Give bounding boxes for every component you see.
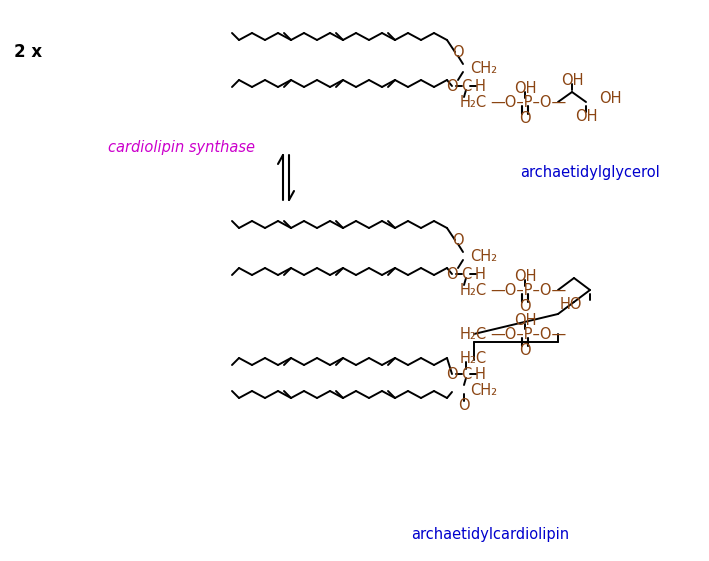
Text: H: H [474, 266, 486, 282]
Text: O: O [519, 343, 531, 357]
Text: C: C [461, 79, 471, 94]
Text: C: C [461, 266, 471, 282]
Text: cardiolipin synthase: cardiolipin synthase [108, 140, 255, 154]
Text: H₂C: H₂C [460, 327, 487, 342]
Text: —O–P–O—: —O–P–O— [490, 283, 566, 297]
Text: H₂C: H₂C [460, 94, 487, 109]
Text: H: H [474, 79, 486, 94]
Text: O: O [452, 44, 464, 59]
Text: CH₂: CH₂ [470, 249, 497, 264]
Text: CH₂: CH₂ [470, 383, 497, 398]
Text: OH: OH [575, 108, 597, 123]
Text: OH: OH [514, 269, 536, 283]
Text: H₂C: H₂C [460, 283, 487, 297]
Text: archaetidylcardiolipin: archaetidylcardiolipin [411, 527, 569, 542]
Text: H₂C: H₂C [460, 351, 487, 366]
Text: O: O [458, 398, 470, 412]
Text: O: O [452, 232, 464, 247]
Text: C: C [461, 366, 471, 381]
Text: H: H [474, 366, 486, 381]
Text: CH₂: CH₂ [470, 61, 497, 76]
Text: O: O [519, 298, 531, 314]
Text: O: O [446, 79, 458, 94]
Text: 2 x: 2 x [14, 43, 42, 61]
Text: OH: OH [561, 72, 584, 88]
Text: OH: OH [599, 90, 622, 105]
Text: —O–P–O—: —O–P–O— [490, 327, 566, 342]
Text: O: O [446, 366, 458, 381]
Text: OH: OH [514, 312, 536, 328]
Text: —O–P–O—: —O–P–O— [490, 94, 566, 109]
Text: OH: OH [514, 80, 536, 95]
Text: archaetidylglycerol: archaetidylglycerol [520, 164, 660, 180]
Text: O: O [519, 111, 531, 126]
Text: HO: HO [559, 297, 582, 311]
Text: O: O [446, 266, 458, 282]
